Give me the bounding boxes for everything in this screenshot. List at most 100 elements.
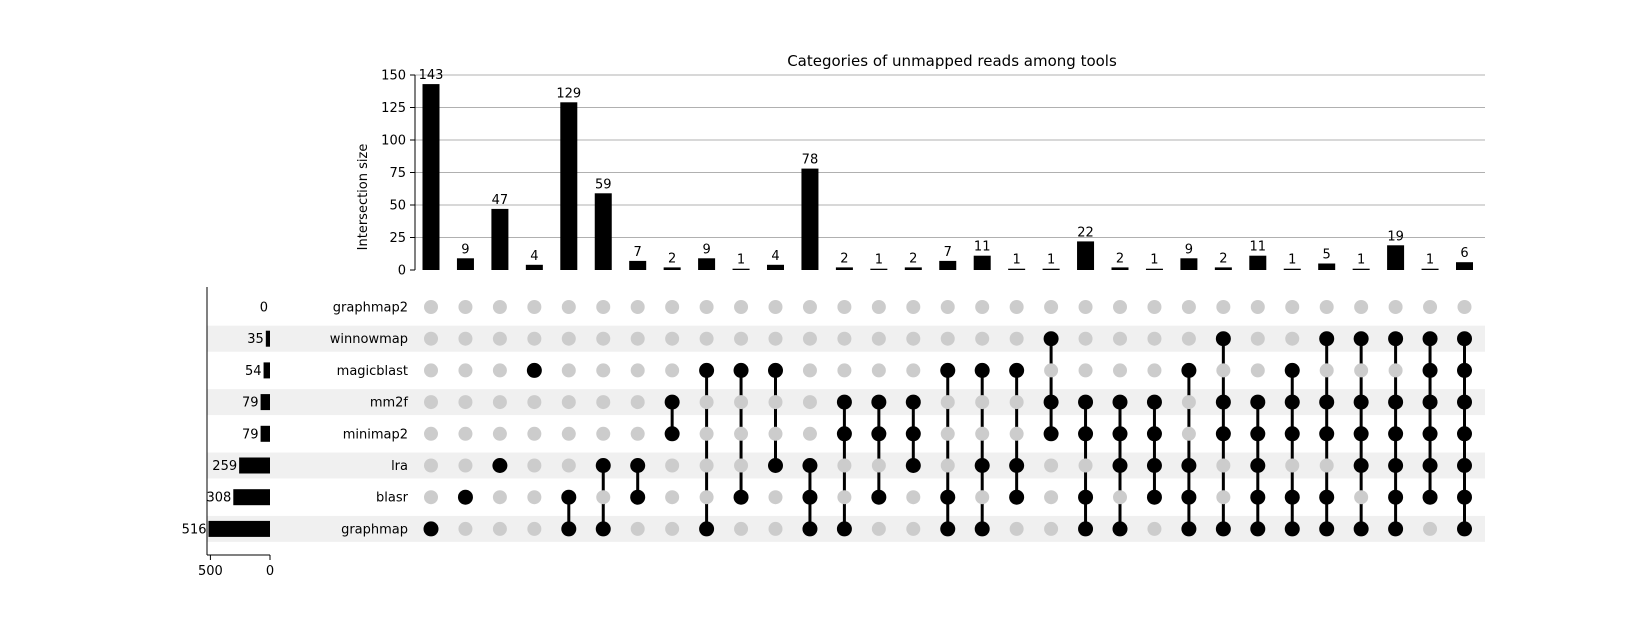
matrix-dot-active	[1215, 521, 1231, 537]
y-tick-label: 75	[389, 166, 406, 181]
matrix-dot-inactive	[734, 458, 749, 473]
matrix-dot-inactive	[561, 458, 576, 473]
matrix-dot-active	[768, 362, 783, 378]
matrix-dot-active	[733, 489, 749, 505]
matrix-dot-inactive	[1354, 490, 1369, 505]
intersection-bar	[1387, 245, 1405, 270]
matrix-dot-active	[1319, 331, 1335, 347]
intersection-bar	[1421, 268, 1439, 270]
matrix-dot-inactive	[699, 490, 714, 505]
matrix-dot-inactive	[630, 395, 645, 410]
matrix-dot-active	[940, 489, 956, 505]
matrix-dot-active	[1457, 458, 1472, 473]
bar-value-label: 1	[1357, 253, 1365, 268]
intersection-bar	[1180, 258, 1198, 270]
matrix-dot-active	[836, 521, 852, 537]
matrix-dot-inactive	[1113, 490, 1127, 505]
matrix-dot-inactive	[630, 331, 645, 346]
y-tick-label: 125	[381, 101, 406, 116]
intersection-bar	[732, 268, 750, 270]
matrix-dot-inactive	[734, 521, 749, 536]
matrix-dot-active	[1319, 394, 1335, 410]
matrix-dot-inactive	[906, 300, 921, 314]
matrix-dot-active	[940, 521, 956, 537]
bar-value-label: 11	[974, 240, 991, 255]
matrix-dot-active	[1457, 331, 1472, 347]
matrix-dot-inactive	[871, 363, 886, 378]
matrix-dot-inactive	[871, 521, 886, 536]
matrix-dot-inactive	[1078, 331, 1093, 346]
bar-value-label: 2	[668, 251, 676, 266]
matrix-dot-inactive	[561, 363, 576, 378]
matrix-dot-active	[1353, 331, 1369, 347]
matrix-dot-active	[1319, 426, 1335, 442]
matrix-dot-inactive	[1009, 426, 1024, 441]
matrix-dot-inactive	[630, 426, 645, 441]
bar-value-label: 19	[1387, 229, 1404, 244]
matrix-dot-inactive	[1216, 458, 1231, 473]
matrix-dot-active	[905, 458, 921, 473]
set-size-value-label: 259	[212, 459, 237, 474]
matrix-dot-inactive	[665, 331, 680, 346]
set-name-label: magicblast	[337, 364, 408, 379]
matrix-dot-inactive	[906, 363, 921, 378]
matrix-dot-inactive	[906, 490, 921, 505]
matrix-dot-inactive	[492, 426, 507, 441]
matrix-dot-inactive	[1078, 300, 1093, 314]
matrix-dot-inactive	[940, 426, 955, 441]
matrix-dot-active	[1319, 521, 1335, 537]
matrix-dot-inactive	[458, 300, 473, 314]
matrix-dot-inactive	[734, 426, 749, 441]
matrix-dot-inactive	[424, 300, 438, 314]
matrix-dot-inactive	[699, 458, 714, 473]
set-size-bar	[260, 425, 270, 442]
matrix-dot-inactive	[1113, 331, 1127, 346]
matrix-dot-active	[1388, 489, 1404, 505]
chart-title: Categories of unmapped reads among tools	[787, 52, 1117, 70]
bar-value-label: 2	[840, 251, 848, 266]
matrix-dot-active	[1422, 394, 1438, 410]
set-size-value-label: 516	[182, 522, 207, 537]
set-name-label: lra	[391, 459, 408, 474]
matrix-dot-active	[1146, 458, 1162, 473]
y-tick-label: 100	[381, 134, 406, 149]
intersection-bar	[422, 84, 440, 270]
matrix-dot-active	[1388, 426, 1404, 442]
matrix-dot-active	[1353, 458, 1369, 473]
bar-value-label: 78	[802, 153, 819, 168]
matrix-dot-active	[1422, 362, 1438, 378]
matrix-dot-inactive	[630, 363, 645, 378]
y-tick-label: 0	[398, 264, 406, 279]
bar-value-label: 2	[1116, 251, 1124, 266]
bar-value-label: 4	[771, 249, 779, 264]
matrix-dot-inactive	[1250, 300, 1265, 314]
matrix-dot-inactive	[527, 395, 542, 410]
matrix-dot-inactive	[527, 521, 542, 536]
intersection-bar	[904, 267, 922, 270]
matrix-dot-inactive	[1044, 458, 1059, 473]
matrix-dot-active	[1422, 489, 1438, 505]
matrix-dot-inactive	[940, 331, 955, 346]
matrix-dot-active	[1250, 458, 1266, 473]
matrix-dot-active	[423, 521, 439, 537]
matrix-dot-active	[1043, 426, 1059, 442]
intersection-bar	[491, 208, 509, 270]
matrix-dot-active	[1215, 331, 1231, 347]
matrix-dot-inactive	[596, 426, 611, 441]
matrix-dot-inactive	[1147, 300, 1162, 314]
matrix-dot-active	[1146, 394, 1162, 410]
matrix-dot-inactive	[665, 458, 680, 473]
matrix-dot-inactive	[596, 300, 611, 314]
matrix-dot-inactive	[1181, 300, 1196, 314]
matrix-dot-inactive	[1181, 395, 1196, 410]
intersection-bar	[1456, 262, 1473, 270]
matrix-dot-active	[974, 521, 990, 537]
matrix-dot-inactive	[665, 363, 680, 378]
intersection-bar	[801, 168, 819, 270]
matrix-dot-inactive	[1078, 458, 1093, 473]
matrix-dot-inactive	[768, 521, 783, 536]
intersection-bar	[767, 264, 784, 270]
matrix-dot-active	[630, 458, 646, 473]
matrix-dot-active	[1284, 394, 1300, 410]
intersection-bar	[594, 193, 612, 270]
